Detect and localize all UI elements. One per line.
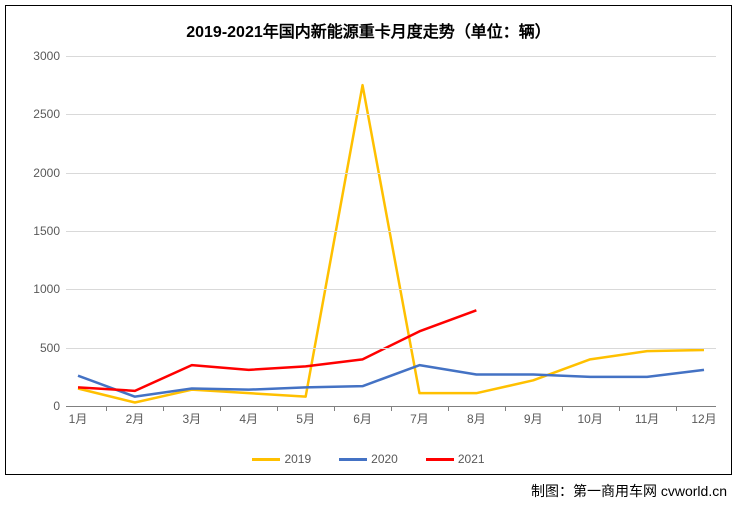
x-tick-mark	[448, 406, 449, 411]
gridline	[66, 289, 716, 290]
legend-label: 2020	[371, 452, 398, 466]
chart-title: 2019-2021年国内新能源重卡月度走势（单位：辆）	[6, 18, 731, 42]
x-tick-mark	[277, 406, 278, 411]
x-tick-label: 12月	[691, 410, 716, 427]
x-tick-mark	[220, 406, 221, 411]
plot-area: 0500100015002000250030001月2月3月4月5月6月7月8月…	[66, 56, 716, 406]
x-tick-mark	[619, 406, 620, 411]
x-tick-label: 2月	[126, 410, 145, 427]
legend-label: 2021	[458, 452, 485, 466]
gridline	[66, 114, 716, 115]
y-tick-label: 0	[53, 399, 60, 413]
y-tick-label: 1000	[33, 282, 60, 296]
legend-item-2021: 2021	[426, 451, 485, 466]
x-tick-label: 8月	[467, 410, 486, 427]
legend-swatch	[426, 458, 454, 461]
x-tick-label: 4月	[239, 410, 258, 427]
legend: 2019 2020 2021	[6, 451, 731, 466]
series-line-2019	[78, 85, 704, 402]
y-tick-label: 1500	[33, 224, 60, 238]
gridline	[66, 173, 716, 174]
x-tick-mark	[163, 406, 164, 411]
series-line-2020	[78, 365, 704, 397]
x-tick-label: 11月	[635, 410, 659, 427]
y-tick-label: 2000	[33, 166, 60, 180]
x-tick-mark	[334, 406, 335, 411]
x-tick-label: 5月	[296, 410, 315, 427]
x-tick-label: 7月	[410, 410, 429, 427]
x-tick-label: 3月	[182, 410, 201, 427]
attribution-text: 制图：第一商用车网 cvworld.cn	[531, 481, 727, 501]
chart-container: 2019-2021年国内新能源重卡月度走势（单位：辆） 050010001500…	[0, 0, 737, 507]
y-tick-label: 500	[40, 341, 60, 355]
legend-item-2020: 2020	[339, 451, 398, 466]
x-tick-label: 1月	[69, 410, 88, 427]
legend-item-2019: 2019	[252, 451, 311, 466]
x-tick-mark	[562, 406, 563, 411]
legend-label: 2019	[284, 452, 311, 466]
x-tick-label: 10月	[577, 410, 602, 427]
chart-border: 2019-2021年国内新能源重卡月度走势（单位：辆） 050010001500…	[5, 5, 732, 475]
y-tick-label: 2500	[33, 107, 60, 121]
x-tick-mark	[505, 406, 506, 411]
x-tick-mark	[391, 406, 392, 411]
legend-swatch	[339, 458, 367, 461]
x-tick-mark	[106, 406, 107, 411]
x-tick-mark	[676, 406, 677, 411]
x-tick-label: 6月	[353, 410, 372, 427]
y-tick-label: 3000	[33, 49, 60, 63]
gridline	[66, 56, 716, 57]
gridline	[66, 348, 716, 349]
x-tick-label: 9月	[524, 410, 543, 427]
legend-swatch	[252, 458, 280, 461]
gridline	[66, 231, 716, 232]
